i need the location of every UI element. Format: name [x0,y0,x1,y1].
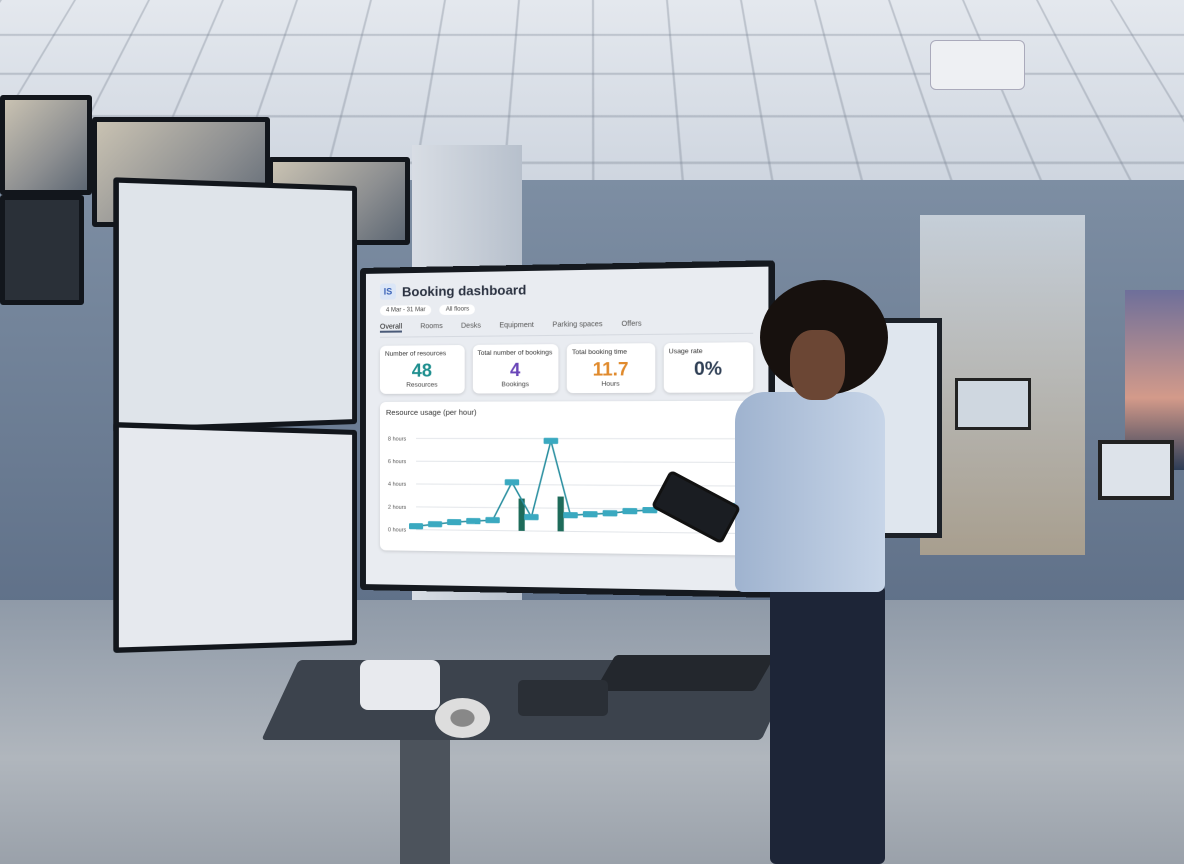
desk-monitors [1098,440,1174,500]
data-point-label [505,479,519,485]
data-point-label [583,511,598,517]
dashboard-title: Booking dashboard [402,282,526,299]
projector [930,40,1025,90]
desk-leg [400,740,450,864]
data-point-label [428,521,442,527]
person-torso [735,392,885,592]
keyboard [595,655,776,691]
gridline [416,461,751,462]
y-tick-label: 8 hours [388,436,407,442]
booking-dashboard-monitor: IS Booking dashboard 4 Mar - 31 Mar All … [360,260,775,598]
card-unit: Hours [572,380,649,388]
data-point-label [563,512,578,518]
usage-chart-card: Resource usage (per hour) 0 hours 2 hours… [380,401,753,556]
floorplan-monitor [113,177,357,433]
data-point-label [466,518,480,524]
data-point-label [544,438,559,444]
card-booking-time: Total booking time 11.7 Hours [567,343,655,393]
tab-overall[interactable]: Overall [380,323,402,332]
card-value: 11.7 [572,359,649,381]
video-wall-screen [0,195,84,305]
usage-bar [558,497,564,532]
data-point-label [524,514,538,520]
tab-parking[interactable]: Parking spaces [552,321,602,331]
y-tick-label: 2 hours [388,505,407,511]
card-unit: Bookings [477,381,553,389]
desk-phone [518,680,608,716]
card-label: Total number of bookings [477,349,553,357]
person-legs [770,585,885,864]
y-tick-label: 4 hours [388,482,407,488]
tab-equipment[interactable]: Equipment [499,322,534,332]
card-bookings: Total number of bookings 4 Bookings [472,344,558,393]
data-point-label [603,510,618,516]
table-monitor [113,422,357,653]
video-wall-screen [0,95,92,195]
card-value: 0% [669,358,748,380]
data-point-label [485,517,499,523]
app-logo: IS [380,283,396,299]
person-face [790,330,845,400]
card-terminal [360,660,440,710]
meeting-room-tv [955,378,1031,430]
tab-rooms[interactable]: Rooms [420,323,442,332]
floor-filter[interactable]: All floors [440,304,476,315]
y-tick-label: 0 hours [388,527,407,533]
data-point-label [447,519,461,525]
card-resources: Number of resources 48 Resources [380,345,464,394]
data-point-label [622,508,637,514]
card-value: 4 [477,359,553,381]
cable-spool [435,698,490,738]
card-usage: Usage rate 0% [663,342,753,393]
tab-bar: Overall Rooms Desks Equipment Parking sp… [380,319,753,338]
chart-title: Resource usage (per hour) [386,407,747,417]
tab-offers[interactable]: Offers [622,321,642,331]
tab-desks[interactable]: Desks [461,323,481,332]
date-range-filter[interactable]: 4 Mar - 31 Mar [380,305,432,316]
card-value: 48 [385,360,459,382]
data-point-label [409,523,423,529]
card-label: Number of resources [385,350,459,358]
card-unit: Resources [385,381,459,388]
dashboard-header: IS Booking dashboard [380,277,753,299]
card-label: Total booking time [572,348,649,356]
card-label: Usage rate [669,347,748,355]
y-tick-label: 6 hours [388,459,407,465]
